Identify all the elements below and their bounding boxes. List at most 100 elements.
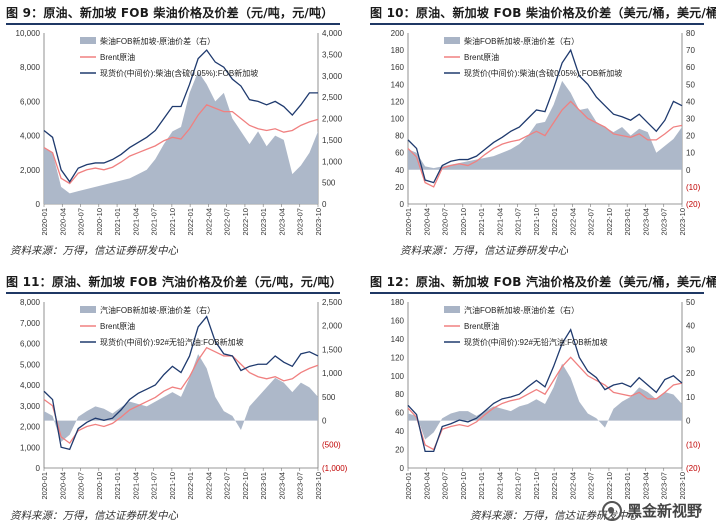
legend-label: 汽油FOB新加坡-原油价差（右） [100, 305, 215, 315]
panel-fig10: 图 10：原油、新加坡 FOB 柴油价格及价差（美元/桶，美元/桶） 0 20 40… [370, 3, 716, 261]
y-right-tick-label: 1,500 [322, 136, 343, 145]
x-tick-label: 2022-10 [605, 208, 614, 236]
y-left-tick-label: 1,000 [20, 443, 41, 452]
y-right-tick-label: (10) [686, 440, 701, 449]
y-left-tick-label: 160 [391, 63, 405, 72]
x-tick-label: 2021-10 [532, 208, 541, 236]
legend-label: 现货价(中间价):92#无铅汽油:FOB新加坡 [100, 337, 244, 347]
x-tick-label: 2022-07 [223, 472, 232, 500]
x-tick-label: 2021-07 [150, 472, 159, 500]
x-tick-label: 2023-01 [259, 208, 268, 236]
y-right-tick-label: 2,500 [322, 298, 343, 307]
y-left-tick-label: 5,000 [20, 360, 41, 369]
x-tick-label: 2022-01 [186, 472, 195, 500]
y-left-tick-label: 6,000 [20, 340, 41, 349]
brent-line [43, 346, 319, 445]
x-tick-label: 2022-01 [186, 208, 195, 236]
x-tick-label: 2023-01 [623, 208, 632, 236]
y-left-tick-label: 160 [391, 316, 405, 325]
y-left-tick-label: 180 [391, 298, 405, 307]
legend-swatch-spread [80, 306, 96, 313]
legend-swatch-spread [444, 306, 460, 313]
x-tick-label: 2022-10 [241, 472, 250, 500]
wechat-icon [601, 500, 622, 521]
watermark-text: 黑金新视野 [626, 502, 702, 520]
y-left-tick-label: 10,000 [16, 29, 41, 38]
y-right-tick-label: 60 [686, 63, 695, 72]
y-right-tick-label: 10 [686, 393, 695, 402]
y-right-tick-label: 500 [322, 393, 336, 402]
x-tick-label: 2021-07 [150, 208, 159, 236]
x-tick-label: 2020-07 [77, 208, 86, 236]
source-note: 资料来源：万得，信达证券研发中心 [400, 245, 568, 257]
title-rule [6, 23, 340, 25]
x-tick-label: 2023-10 [678, 472, 687, 500]
spot-price-line [407, 48, 683, 184]
y-left-tick-label: 120 [391, 97, 405, 106]
x-tick-label: 2022-01 [550, 208, 559, 236]
x-tick-label: 2023-01 [259, 472, 268, 500]
y-right-tick-label: 0 [322, 417, 327, 426]
y-right-tick-label: 1,000 [322, 157, 343, 166]
legend-swatch-spread [80, 37, 96, 44]
y-right-tick-label: 1,000 [322, 369, 343, 378]
x-tick-label: 2022-07 [587, 472, 596, 500]
x-tick-label: 2022-04 [568, 208, 577, 236]
y-left-tick-label: 20 [395, 446, 404, 455]
y-right-tick-label: 3,000 [322, 72, 343, 81]
y-left-tick-label: 2,000 [20, 166, 41, 175]
source-note: 资料来源：万得，信达证券研发中心 [470, 510, 638, 522]
y-left-tick-label: 80 [395, 390, 404, 399]
spread-area [408, 363, 682, 440]
legend-label: Brent原油 [100, 52, 135, 62]
x-tick-label: 2021-01 [477, 472, 486, 500]
y-right-tick-label: 2,000 [322, 322, 343, 331]
source-note: 资料来源：万得，信达证券研发中心 [10, 245, 178, 257]
source-note: 资料来源：万得，信达证券研发中心 [10, 510, 178, 522]
brent-line [43, 104, 319, 185]
x-tick-label: 2022-10 [605, 472, 614, 500]
panel-title: 图 12：原油、新加坡 FOB 汽油价格及价差（美元/桶，美元/桶） [370, 275, 716, 289]
y-left-tick-label: 40 [395, 427, 404, 436]
x-tick-label: 2022-07 [223, 208, 232, 236]
x-tick-label: 2023-04 [641, 472, 650, 500]
x-tick-label: 2023-04 [277, 208, 286, 236]
y-left-tick-label: 0 [400, 464, 405, 473]
x-tick-label: 2020-04 [58, 472, 67, 500]
legend: 柴油FOB新加坡-原油价差（右） Brent原油现货价(中间价):柴油(含硫0.0… [444, 36, 622, 78]
y-left-tick-label: 4,000 [20, 132, 41, 141]
legend: 柴油FOB新加坡-原油价差（右） Brent原油现货价(中间价):柴油(含硫0.0… [80, 36, 258, 78]
legend-label: 现货价(中间价):柴油(含硫0.05%):FOB新加坡 [100, 68, 258, 78]
x-tick-label: 2022-01 [550, 472, 559, 500]
spot-price-line [43, 49, 318, 183]
x-tick-label: 2023-07 [296, 472, 305, 500]
legend-label: 现货价(中间价):92#无铅汽油:FOB新加坡 [464, 337, 608, 347]
y-right-tick-label: 2,000 [322, 115, 343, 124]
chart-diesel-usd: 0 20 40 60 80 100 120 140 160 180 200 (20) (10) 0 10 20… [391, 29, 701, 236]
brent-line [407, 100, 683, 188]
chart-gasoline-usd: 0 20 40 60 80 100 120 140 160 180 (20) (10) 0 10 20 30 4… [391, 298, 701, 500]
y-right-tick-label: (10) [686, 183, 701, 192]
legend-label: Brent原油 [464, 321, 499, 331]
x-tick-label: 2020-01 [404, 472, 413, 500]
chart-diesel-cny: 0 2,000 4,000 6,000 8,000 10,000 0 500 1,000 1,50… [16, 29, 343, 236]
y-left-tick-label: 140 [391, 80, 405, 89]
y-left-tick-label: 60 [395, 149, 404, 158]
legend-label: 柴油FOB新加坡-原油价差（右） [100, 36, 215, 46]
legend-label: 柴油FOB新加坡-原油价差（右） [464, 36, 579, 46]
y-left-tick-label: 4,000 [20, 381, 41, 390]
y-right-tick-label: 3,500 [322, 50, 343, 59]
x-tick-label: 2021-04 [495, 472, 504, 500]
legend-label: Brent原油 [100, 321, 135, 331]
x-tick-label: 2023-10 [678, 208, 687, 236]
x-tick-label: 2021-01 [113, 208, 122, 236]
x-tick-label: 2023-10 [314, 208, 323, 236]
x-tick-label: 2021-04 [495, 208, 504, 236]
y-right-tick-label: 0 [322, 200, 327, 209]
panel-fig9: 图 9：原油、新加坡 FOB 柴油价格及价差（元/吨，元/吨） 0 2,000 4,… [6, 3, 346, 261]
x-tick-label: 2021-01 [113, 472, 122, 500]
y-left-tick-label: 0 [36, 200, 41, 209]
legend: 汽油FOB新加坡-原油价差（右） Brent原油现货价(中间价):92#无铅汽油:… [444, 305, 608, 347]
x-tick-label: 2020-10 [95, 208, 104, 236]
y-right-tick-label: 500 [322, 179, 336, 188]
